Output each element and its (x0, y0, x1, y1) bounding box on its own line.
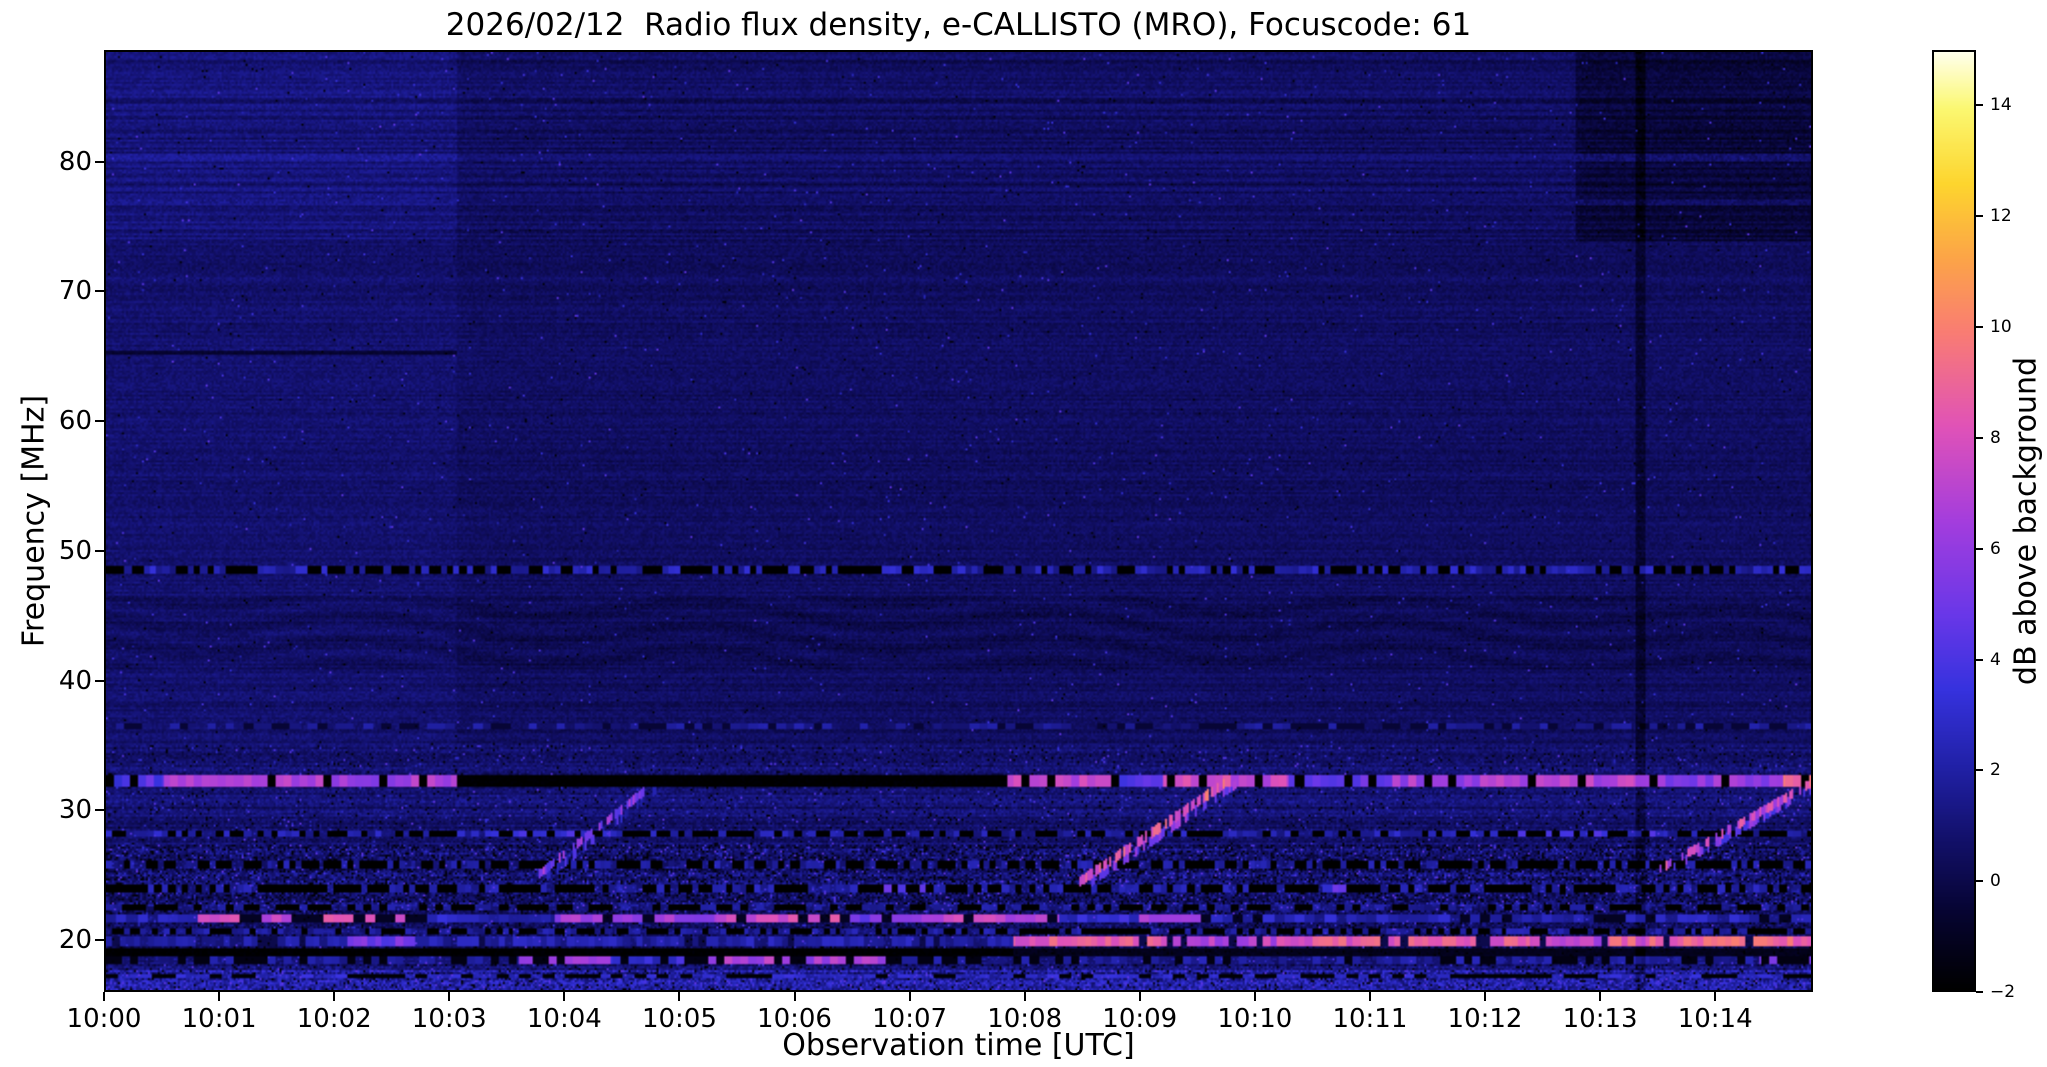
x-tick-mark (1484, 992, 1486, 1001)
x-tick-label: 10:10 (1217, 1004, 1293, 1034)
y-tick-mark (95, 939, 104, 942)
y-tick-mark (95, 160, 104, 163)
y-tick-mark (95, 290, 104, 293)
x-tick-label: 10:03 (411, 1004, 487, 1034)
y-tick-label: 20 (58, 925, 92, 956)
y-tick-mark (95, 420, 104, 423)
x-tick-label: 10:02 (296, 1004, 372, 1034)
colorbar-tick-label: −2 (1990, 982, 2016, 1002)
colorbar-tick-label: 12 (1990, 206, 2012, 227)
colorbar-tick-mark (1976, 326, 1983, 329)
x-tick-label: 10:13 (1562, 1004, 1638, 1034)
y-tick-label: 60 (58, 406, 92, 437)
colorbar-label: dB above background (2008, 356, 2044, 686)
x-tick-mark (563, 992, 566, 1001)
x-tick-mark (1714, 992, 1717, 1001)
x-tick-mark (1368, 992, 1371, 1001)
colorbar-gradient (1934, 52, 1974, 990)
y-tick-label: 40 (58, 665, 92, 696)
colorbar-tick-mark (1976, 436, 1983, 439)
x-tick-mark (218, 992, 221, 1001)
y-tick-label: 50 (58, 535, 92, 566)
x-tick-label: 10:06 (757, 1004, 832, 1034)
plot-area (104, 50, 1813, 992)
x-tick-mark (908, 992, 911, 1001)
x-tick-mark (1023, 992, 1026, 1001)
colorbar-tick-mark (1976, 769, 1983, 772)
y-tick-label: 30 (58, 795, 92, 826)
x-tick-mark (1138, 992, 1141, 1001)
x-tick-mark (793, 992, 796, 1001)
x-tick-label: 10:09 (1102, 1004, 1178, 1034)
x-tick-mark (448, 992, 451, 1001)
y-tick-label: 80 (58, 146, 92, 177)
colorbar-tick-label: 6 (1990, 538, 2001, 559)
colorbar-tick-label: 0 (1990, 871, 2001, 892)
colorbar-tick-mark (1976, 658, 1983, 661)
y-tick-mark (95, 549, 104, 552)
x-tick-label: 10:07 (872, 1004, 948, 1034)
colorbar-tick-mark (1976, 880, 1983, 883)
x-tick-label: 10:12 (1447, 1004, 1523, 1034)
x-axis-label: Observation time [UTC] (782, 1028, 1135, 1063)
colorbar-tick-label: 8 (1990, 427, 2001, 448)
colorbar-tick-label: 14 (1990, 95, 2012, 116)
x-tick-mark (678, 992, 681, 1001)
x-tick-label: 10:14 (1677, 1004, 1753, 1034)
x-tick-mark (333, 992, 336, 1001)
colorbar-tick-mark (1976, 215, 1983, 218)
colorbar-tick-label: 4 (1990, 649, 2001, 670)
chart-title: 2026/02/12 Radio flux density, e-CALLIST… (445, 7, 1472, 43)
colorbar-tick-label: 2 (1990, 760, 2001, 781)
x-tick-label: 10:08 (987, 1004, 1063, 1034)
x-tick-label: 10:04 (526, 1004, 602, 1034)
colorbar (1932, 50, 1976, 992)
colorbar-tick-mark (1976, 104, 1983, 107)
x-tick-label: 10:11 (1332, 1004, 1408, 1034)
y-tick-label: 70 (58, 276, 92, 307)
x-tick-mark (1599, 992, 1602, 1001)
colorbar-tick-label: 10 (1990, 317, 2012, 338)
colorbar-tick-mark (1976, 991, 1983, 993)
y-tick-mark (95, 809, 104, 812)
x-tick-label: 10:00 (66, 1004, 142, 1034)
y-tick-mark (95, 679, 104, 682)
x-tick-label: 10:05 (641, 1004, 717, 1034)
spectrogram-image (106, 52, 1811, 990)
colorbar-tick-mark (1976, 547, 1983, 550)
x-tick-mark (1253, 992, 1256, 1001)
x-tick-label: 10:01 (181, 1004, 257, 1034)
x-tick-mark (103, 992, 105, 1001)
